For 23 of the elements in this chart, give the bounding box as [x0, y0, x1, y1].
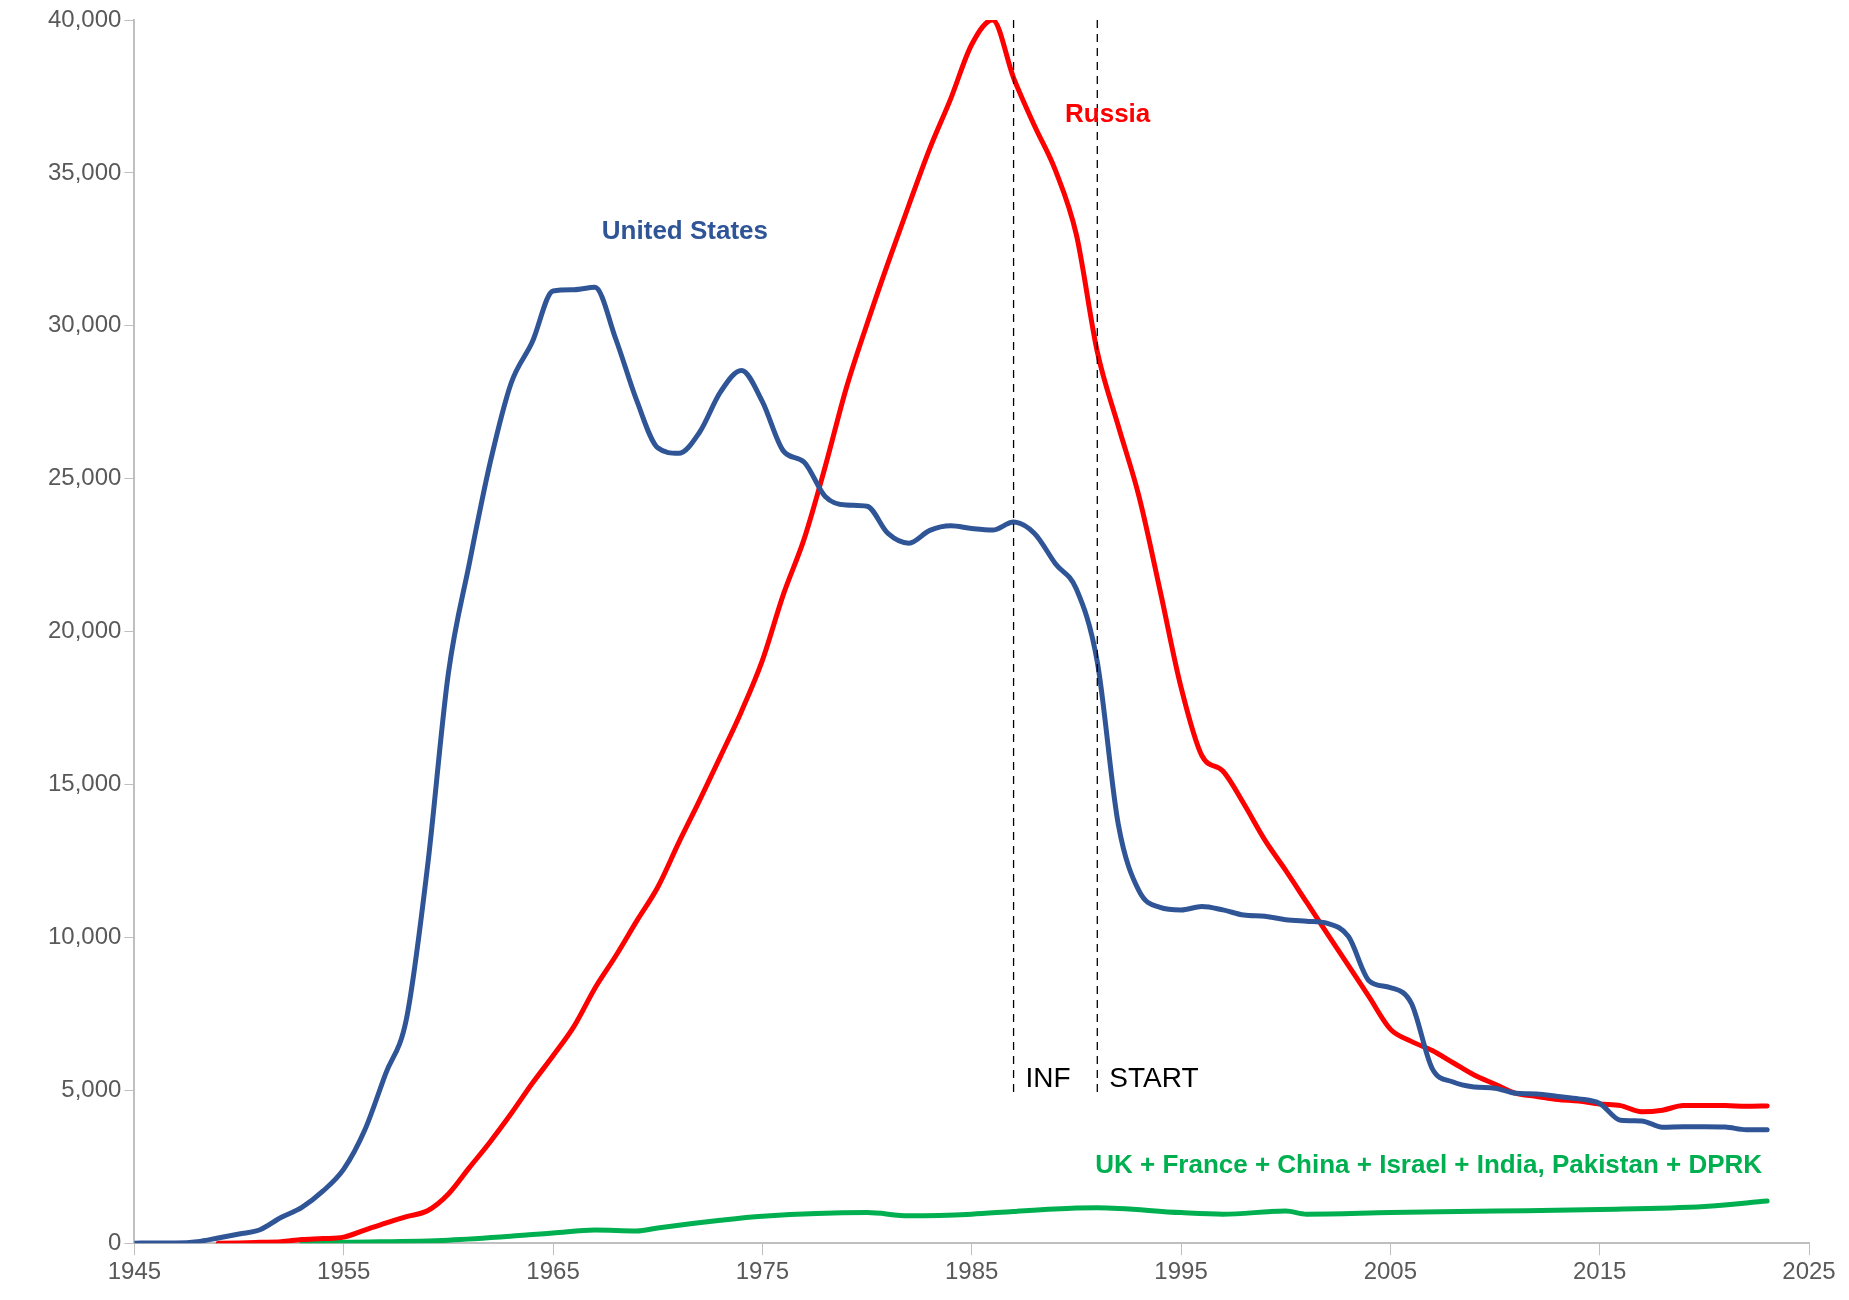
x-tick-label: 1955: [317, 1257, 371, 1285]
y-tick-label: 5,000: [61, 1074, 122, 1102]
x-tick-label: 2015: [1572, 1257, 1627, 1285]
x-tick-label: 1965: [526, 1257, 580, 1285]
y-tick-label: 15,000: [48, 769, 122, 797]
series-label: UK + France + China + Israel + India, Pakistan + DPRK: [1095, 1149, 1763, 1180]
x-tick-label: 2025: [1782, 1257, 1836, 1285]
x-tick-label: 2005: [1363, 1257, 1418, 1285]
x-tick-label: 1975: [735, 1257, 790, 1285]
y-tick-label: 20,000: [48, 616, 122, 644]
y-tick-label: 10,000: [48, 922, 122, 950]
y-tick-label: 0: [108, 1227, 122, 1255]
ref-line-label: START: [1109, 1061, 1199, 1093]
x-tick-label: 1985: [945, 1257, 999, 1285]
series-label: Russia: [1065, 98, 1151, 129]
x-tick-label: 1945: [107, 1257, 162, 1285]
ref-line-label: INF: [1025, 1061, 1071, 1093]
y-tick-label: 40,000: [48, 4, 122, 32]
series-label: United States: [601, 215, 768, 246]
y-tick-label: 25,000: [48, 463, 122, 491]
y-tick-label: 30,000: [48, 310, 122, 338]
x-tick-label: 1995: [1154, 1257, 1208, 1285]
y-tick-label: 35,000: [48, 157, 122, 185]
